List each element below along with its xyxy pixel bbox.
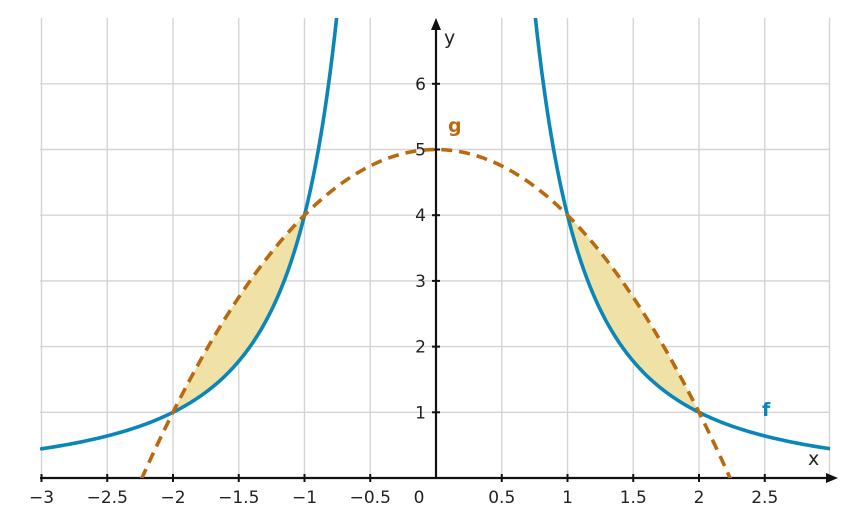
x-axis-label: x <box>808 448 819 470</box>
y-tick-label: 2 <box>415 338 426 358</box>
y-axis-label: y <box>444 27 455 49</box>
x-tick-label: 1 <box>562 488 573 508</box>
curve-label-g: g <box>448 115 462 137</box>
shaded-region-2 <box>567 215 699 413</box>
x-tick-label: −2.5 <box>87 488 128 508</box>
x-tick-label: 0 <box>414 488 425 508</box>
curves <box>40 18 830 478</box>
tick-labels: −3 −2.5 −2 −1.5 −1 −0.5 0 0.5 1 1.5 2 2.5 1 2 3 4 5 6 <box>29 75 778 508</box>
shaded-region-1 <box>173 215 305 413</box>
x-tick-label: −1 <box>292 488 317 508</box>
y-tick-label: 5 <box>415 141 426 161</box>
x-tick-label: −0.5 <box>350 488 391 508</box>
y-tick-label: 6 <box>415 75 426 95</box>
x-axis-arrow <box>826 473 838 483</box>
x-tick-label: 0.5 <box>488 488 515 508</box>
y-tick-label: 4 <box>415 206 426 226</box>
y-tick-label: 3 <box>415 272 426 292</box>
x-tick-label: −2 <box>160 488 185 508</box>
y-tick-label: 1 <box>415 403 426 423</box>
y-axis-arrow <box>431 18 441 30</box>
x-tick-label: −1.5 <box>218 488 259 508</box>
series-g <box>139 147 733 478</box>
x-tick-label: 2.5 <box>751 488 778 508</box>
x-tick-label: 2 <box>694 488 705 508</box>
curve-label-f: f <box>762 399 771 421</box>
x-tick-label: −3 <box>29 488 54 508</box>
x-tick-label: 1.5 <box>620 488 647 508</box>
axes <box>40 18 838 483</box>
shaded-regions <box>173 215 699 413</box>
